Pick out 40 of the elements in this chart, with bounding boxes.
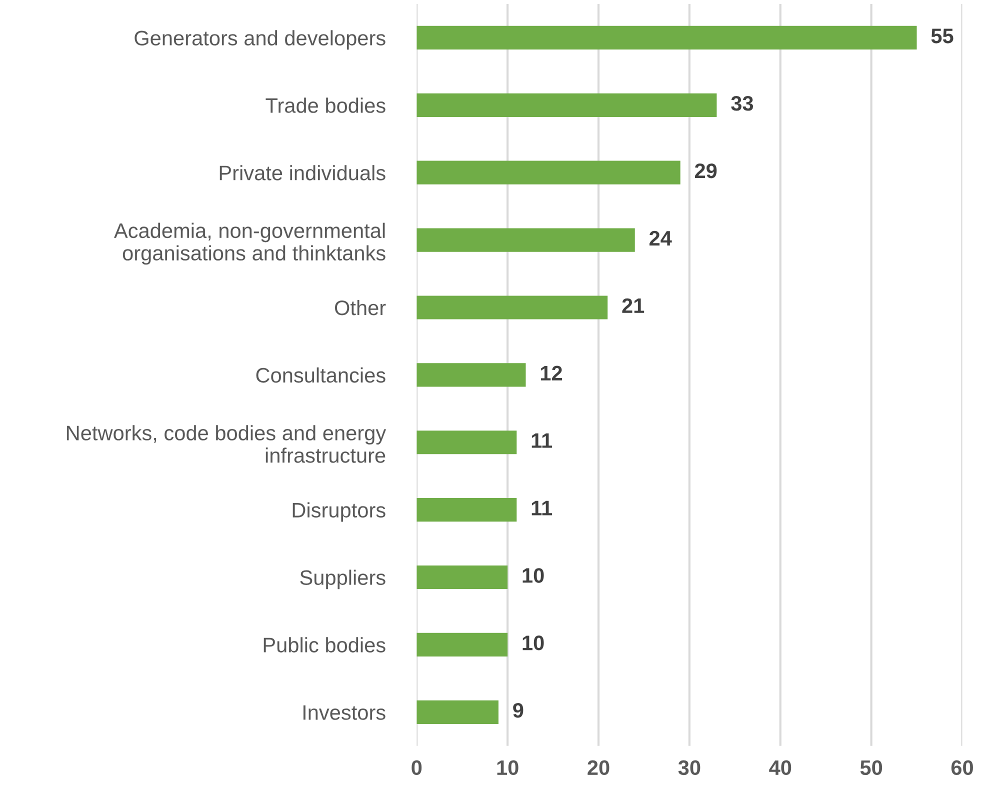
bar — [416, 93, 717, 117]
y-tick-label: Academia, non-governmental organisations and thinktanks — [114, 222, 386, 265]
data-label: 11 — [532, 433, 552, 448]
bar — [416, 498, 517, 522]
bar — [416, 632, 508, 656]
x-tick-label: 40 — [769, 760, 792, 776]
bar — [416, 565, 508, 590]
data-label: 24 — [649, 230, 672, 246]
data-label: 29 — [694, 163, 717, 178]
data-label: 11 — [532, 500, 552, 516]
y-tick-label: Other — [334, 300, 386, 316]
x-tick-label: 50 — [860, 760, 882, 776]
y-tick-label: Suppliers — [300, 570, 386, 590]
bar — [416, 296, 608, 320]
y-tick-label: Investors — [303, 705, 386, 720]
data-label: 10 — [522, 568, 544, 583]
data-label: 55 — [931, 28, 954, 44]
x-tick-label: 20 — [588, 760, 610, 776]
data-label: 10 — [522, 636, 544, 650]
y-tick-label: Consultancies — [256, 367, 386, 383]
y-tick-label: Disruptors — [292, 502, 386, 522]
bar — [416, 700, 498, 724]
y-tick-label: Generators and developers — [134, 30, 386, 50]
y-tick-label: Networks, code bodies and energy infrastructure — [67, 425, 386, 463]
y-tick-label: Trade bodies — [266, 98, 386, 113]
y-tick-label: Private individuals — [220, 165, 386, 180]
bar — [416, 160, 680, 184]
bar — [416, 363, 526, 387]
y-tick-label: Public bodies — [264, 637, 386, 652]
data-label: 9 — [513, 702, 524, 718]
bar — [416, 430, 517, 454]
data-label: 21 — [622, 298, 644, 313]
x-tick-label: 0 — [412, 760, 422, 776]
bar — [416, 26, 917, 50]
data-label: 12 — [540, 366, 562, 380]
x-tick-label: 10 — [497, 760, 518, 776]
bar — [416, 228, 635, 252]
x-tick-label: 60 — [951, 760, 973, 776]
data-label: 33 — [731, 96, 754, 111]
x-tick-label: 30 — [678, 760, 700, 776]
